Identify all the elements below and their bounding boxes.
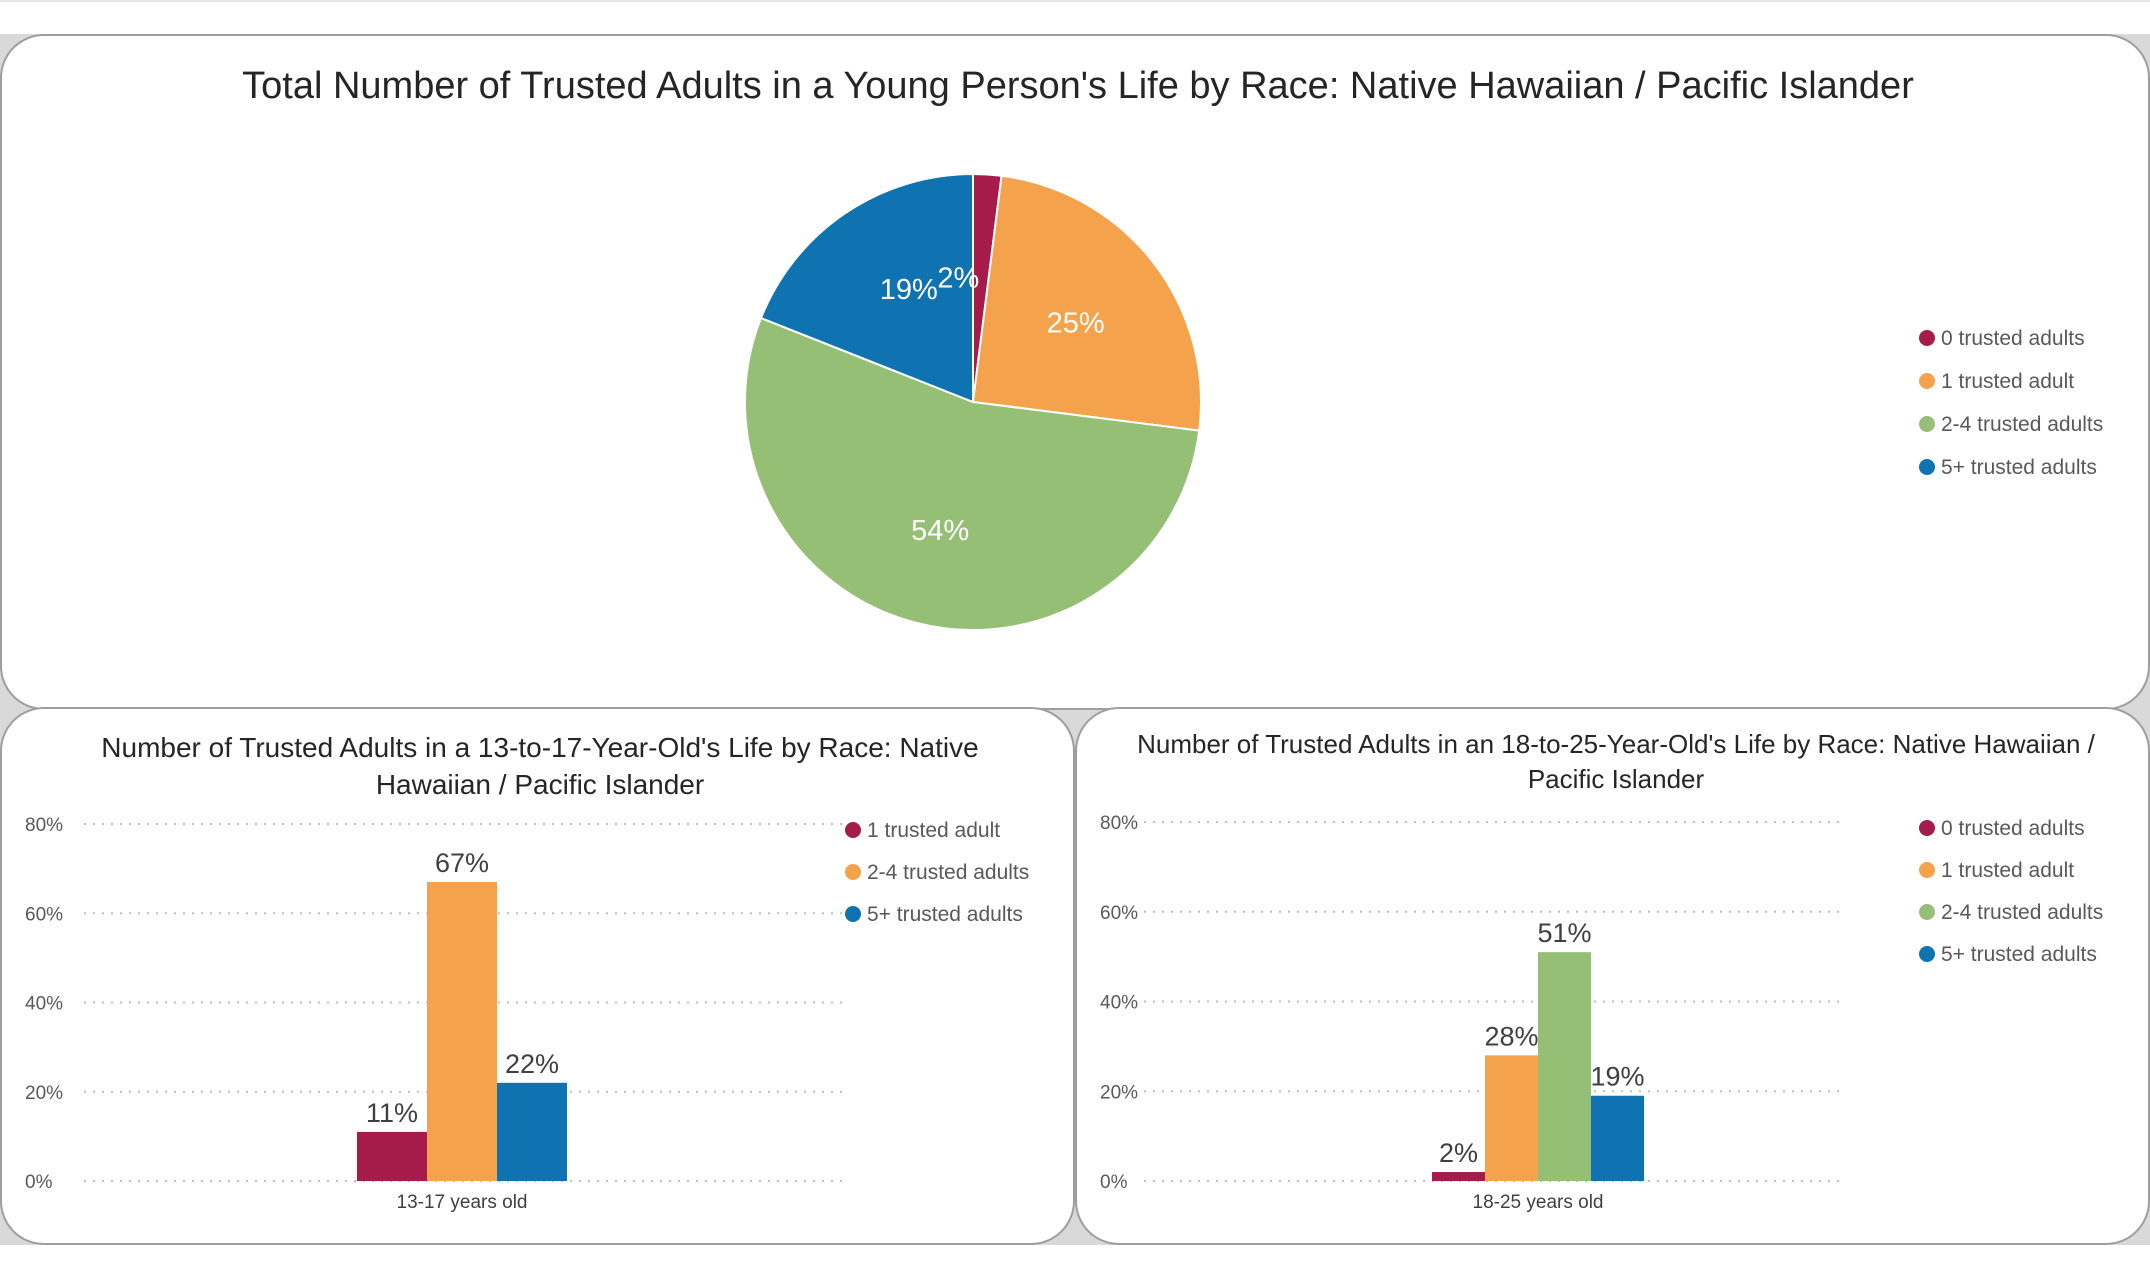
bar-13-17-legend-marker-5-trusted-adults <box>845 906 861 922</box>
pie-slice-1-trusted-adult <box>971 174 1202 432</box>
bar-18-25-legend-marker-1-trusted-adult <box>1919 862 1935 878</box>
bar-18-25-y-tick-20: 20% <box>1100 1082 1138 1103</box>
bar-18-25-data-label-5-trusted-adults: 19% <box>1590 1062 1644 1092</box>
bar-chart-13-17: Number of Trusted Adults in a 13-to-17-Y… <box>25 732 1029 1213</box>
bar-18-25-legend-item-1-trusted-adult: 1 trusted adult <box>1941 859 2074 882</box>
bar-chart-13-17-title-line-2: Hawaiian / Pacific Islander <box>376 769 704 800</box>
bar-18-25-y-tick-80: 80% <box>1100 813 1138 834</box>
pie-legend-marker-1-trusted-adult <box>1919 373 1935 389</box>
bar-13-17-data-label-5-trusted-adults: 22% <box>505 1049 559 1079</box>
bar-18-25-category-label: 18-25 years old <box>1473 1192 1604 1213</box>
bar-18-25-legend-item-0-trusted-adults: 0 trusted adults <box>1941 817 2085 840</box>
pie-slice-5-trusted-adults <box>759 172 974 404</box>
bar-chart-card-13-17: Number of Trusted Adults in a 13-to-17-Y… <box>0 707 1075 1245</box>
bar-18-25-y-tick-0: 0% <box>1100 1172 1128 1193</box>
bar-13-17-legend-marker-1-trusted-adult <box>845 822 861 838</box>
pie-data-label-0-trusted-adults: 2% <box>937 262 979 294</box>
bar-18-25-data-label-0-trusted-adults: 2% <box>1439 1138 1478 1168</box>
bar-13-17-y-tick-40: 40% <box>25 994 63 1015</box>
bar-18-25-y-tick-60: 60% <box>1100 903 1138 924</box>
pie-legend-marker-2-4-trusted-adults <box>1919 416 1935 432</box>
bar-13-17-y-tick-60: 60% <box>25 904 63 925</box>
bar-18-25-bar-5-trusted-adults <box>1591 1095 1644 1181</box>
bar-13-17-y-tick-20: 20% <box>25 1083 63 1104</box>
bar-18-25-bar-1-trusted-adult <box>1485 1055 1538 1181</box>
bar-18-25-data-label-1-trusted-adult: 28% <box>1484 1021 1538 1051</box>
pie-legend-item-5-trusted-adults: 5+ trusted adults <box>1941 456 2097 479</box>
pie-legend-item-0-trusted-adults: 0 trusted adults <box>1941 327 2085 350</box>
bar-18-25-legend-marker-2-4-trusted-adults <box>1919 904 1935 920</box>
pie-data-label-1-trusted-adult: 25% <box>1047 307 1105 339</box>
bar-13-17-category-label: 13-17 years old <box>397 1192 528 1213</box>
pie-legend-marker-5-trusted-adults <box>1919 459 1935 475</box>
bar-13-17-legend-marker-2-4-trusted-adults <box>845 864 861 880</box>
pie-data-label-2-4-trusted-adults: 54% <box>911 515 969 547</box>
bar-13-17-legend-item-1-trusted-adult: 1 trusted adult <box>867 819 1000 842</box>
pie-chart-title: Total Number of Trusted Adults in a Youn… <box>242 65 1914 107</box>
bar-18-25-bar-0-trusted-adults <box>1432 1172 1485 1181</box>
bar-chart-18-25-title-line-2: Pacific Islander <box>1528 764 1705 794</box>
bar-13-17-y-tick-0: 0% <box>25 1172 53 1193</box>
bar-18-25-legend-marker-0-trusted-adults <box>1919 820 1935 836</box>
top-divider <box>0 0 2150 2</box>
bar-chart-card-18-25: Number of Trusted Adults in an 18-to-25-… <box>1075 707 2150 1245</box>
bar-13-17-bar-2-4-trusted-adults <box>427 882 497 1181</box>
bar-chart-18-25-title-line-1: Number of Trusted Adults in an 18-to-25-… <box>1137 729 2096 759</box>
bar-13-17-bar-5-trusted-adults <box>497 1082 567 1181</box>
bar-chart-13-17-title-line-1: Number of Trusted Adults in a 13-to-17-Y… <box>101 732 978 763</box>
bar-18-25-data-label-2-4-trusted-adults: 51% <box>1537 918 1591 948</box>
bar-18-25-legend-item-2-4-trusted-adults: 2-4 trusted adults <box>1941 901 2103 924</box>
pie-data-label-5-trusted-adults: 19% <box>880 274 938 306</box>
bar-18-25-y-tick-40: 40% <box>1100 993 1138 1014</box>
pie-slice-2-4-trusted-adults <box>744 316 1201 631</box>
pie-chart: Total Number of Trusted Adults in a Youn… <box>242 65 2103 631</box>
bar-13-17-legend-item-2-4-trusted-adults: 2-4 trusted adults <box>867 861 1029 884</box>
bar-18-25-legend-item-5-trusted-adults: 5+ trusted adults <box>1941 943 2097 966</box>
bar-18-25-legend-marker-5-trusted-adults <box>1919 946 1935 962</box>
pie-legend-item-2-4-trusted-adults: 2-4 trusted adults <box>1941 413 2103 436</box>
pie-legend-item-1-trusted-adult: 1 trusted adult <box>1941 370 2074 393</box>
pie-legend-marker-0-trusted-adults <box>1919 330 1935 346</box>
pie-chart-card: Total Number of Trusted Adults in a Youn… <box>0 34 2150 710</box>
bar-13-17-data-label-1-trusted-adult: 11% <box>366 1098 418 1128</box>
bar-13-17-y-tick-80: 80% <box>25 815 63 836</box>
bar-13-17-data-label-2-4-trusted-adults: 67% <box>435 848 489 878</box>
bar-13-17-legend-item-5-trusted-adults: 5+ trusted adults <box>867 903 1023 926</box>
bar-13-17-bar-1-trusted-adult <box>357 1131 427 1181</box>
bar-18-25-bar-2-4-trusted-adults <box>1538 952 1591 1181</box>
bar-chart-18-25: Number of Trusted Adults in an 18-to-25-… <box>1100 729 2103 1213</box>
